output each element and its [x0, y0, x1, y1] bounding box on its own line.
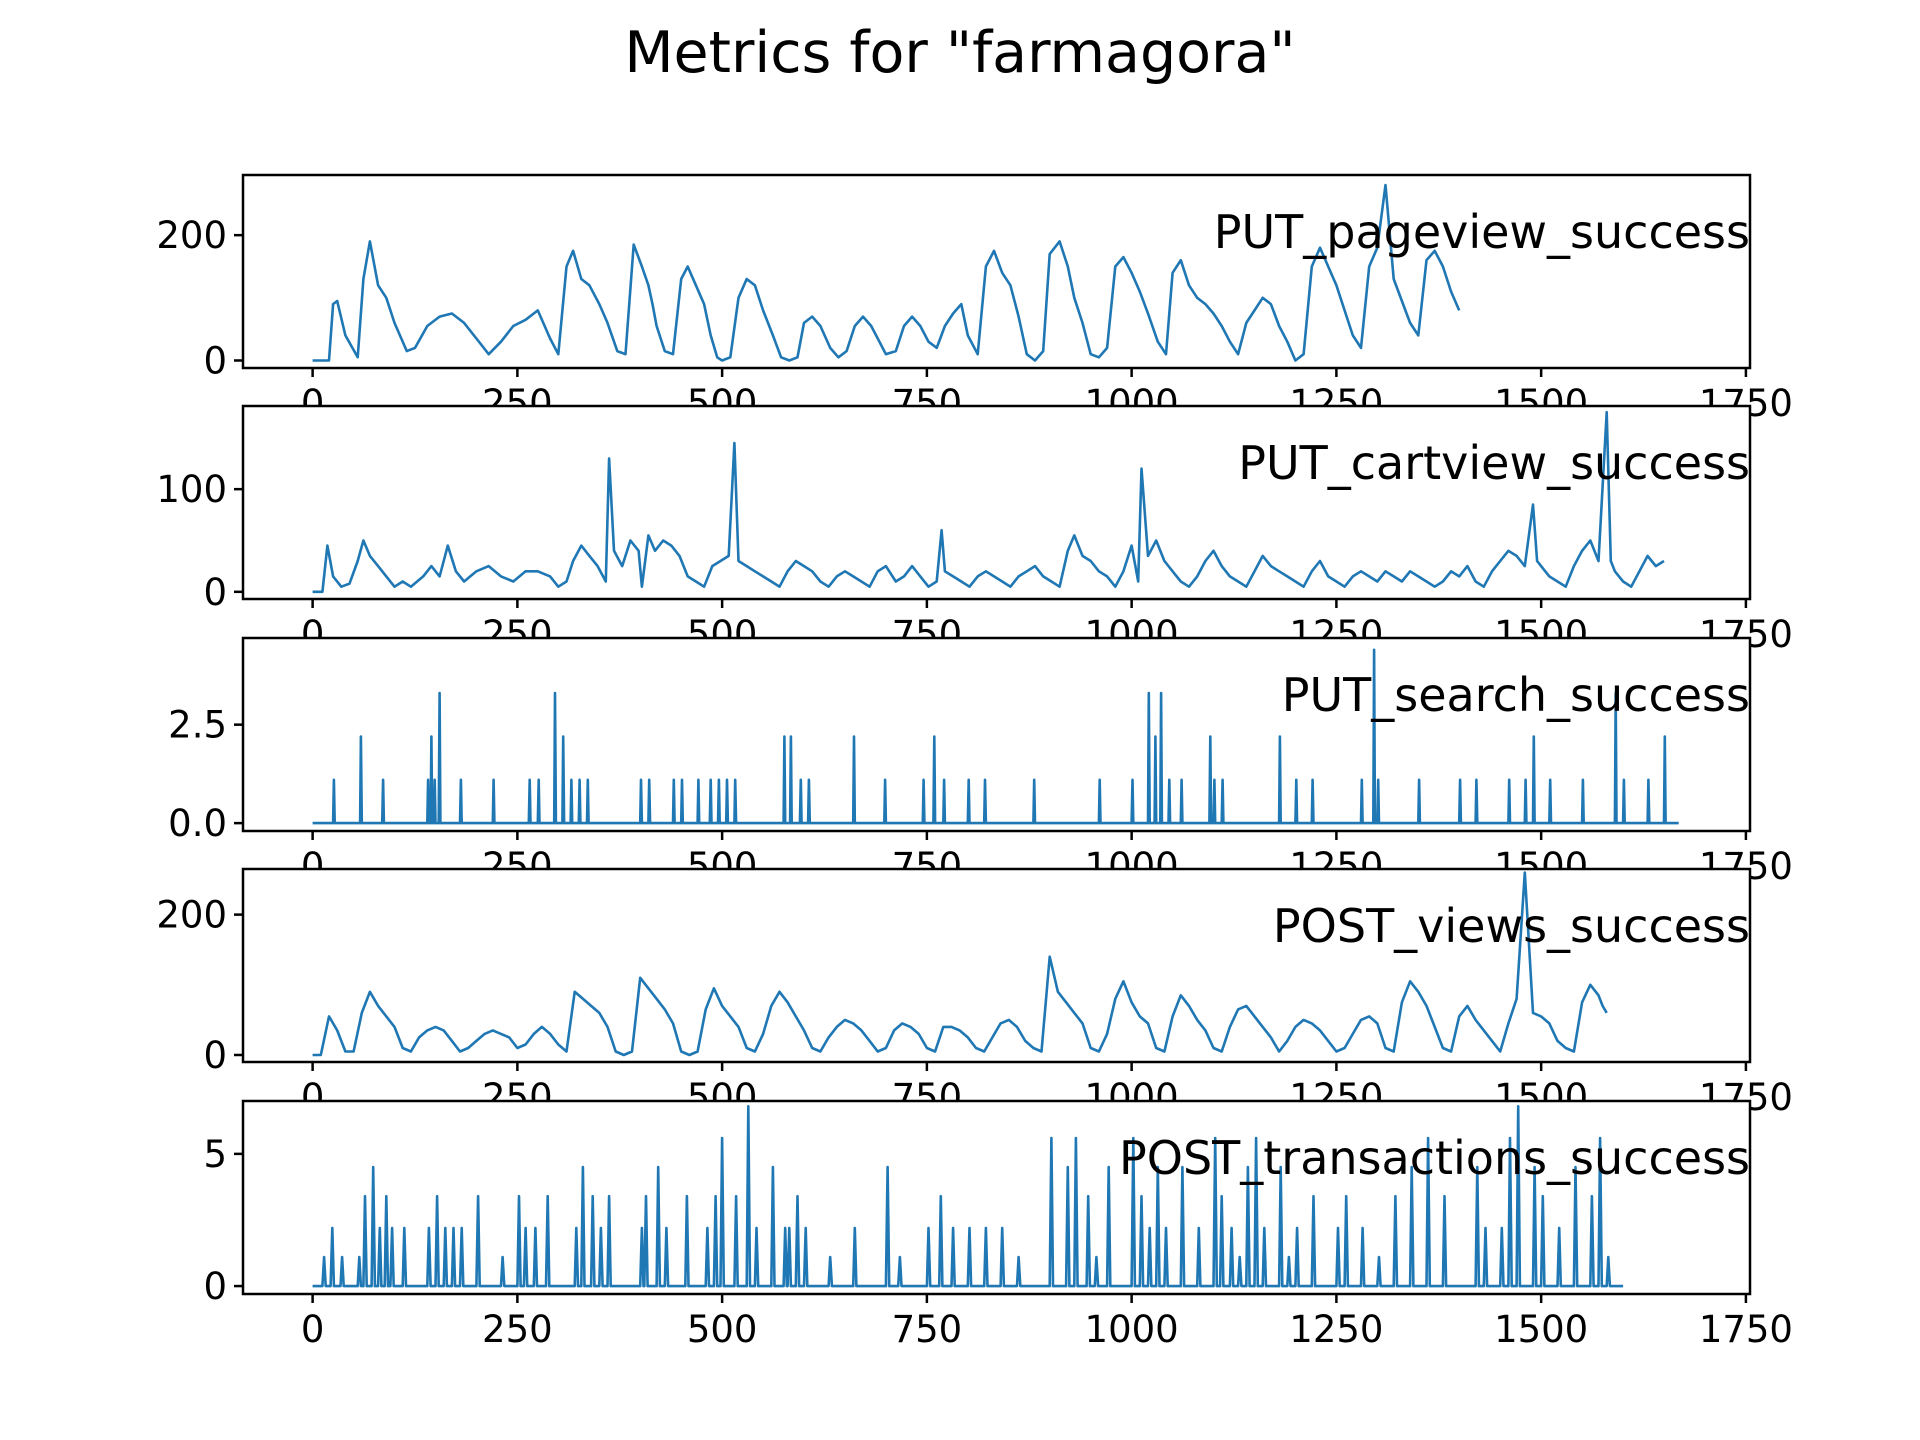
x-tick-label: 250: [482, 1308, 553, 1351]
y-tick-label: 2.5: [168, 704, 227, 747]
x-tick-label: 1500: [1494, 1308, 1588, 1351]
subplot-POST_transactions_success: 0 250 500 750 1000 1250 1500 1750 0 5 POST_transac…: [203, 1099, 1793, 1351]
series-label: PUT_pageview_success: [1214, 205, 1750, 259]
axes-frame: [241, 404, 1752, 601]
axes-frame: [241, 173, 1752, 370]
y-tick-label: 100: [156, 468, 227, 511]
y-tick-label: 200: [156, 894, 227, 937]
x-tick-label: 1000: [1085, 1308, 1179, 1351]
x-tick-label: 0: [301, 1308, 325, 1351]
x-tick-label: 1750: [1699, 1308, 1793, 1351]
y-tick-label: 0: [203, 339, 227, 382]
series-label: POST_transactions_success: [1119, 1131, 1750, 1185]
series-label: PUT_cartview_success: [1238, 436, 1750, 490]
x-tick-label: 750: [892, 1308, 963, 1351]
axes-frame: [241, 1099, 1752, 1296]
y-tick-label: 0: [203, 571, 227, 614]
series-line-PUT_search_success: [312, 648, 1679, 825]
series-line-POST_transactions_success: [312, 1105, 1624, 1288]
series-line-PUT_cartview_success: [312, 410, 1665, 594]
y-tick-label: 5: [203, 1133, 227, 1176]
y-tick-label: 0.0: [168, 802, 227, 845]
series-label: PUT_search_success: [1282, 668, 1750, 722]
y-tick-label: 0: [203, 1265, 227, 1308]
series-line-POST_views_success: [312, 871, 1608, 1057]
series-label: POST_views_success: [1273, 899, 1750, 953]
y-tick-label: 200: [156, 214, 227, 257]
series-line-PUT_pageview_success: [312, 183, 1461, 362]
x-tick-label: 500: [687, 1308, 758, 1351]
figure-title: Metrics for "farmagora": [624, 20, 1295, 86]
subplot-PUT_search_success: 0 250 500 750 1000 1250 1500 17500.02.5PUT_sear…: [168, 636, 1793, 888]
y-tick-label: 0: [203, 1034, 227, 1077]
x-tick-label: 1250: [1289, 1308, 1383, 1351]
